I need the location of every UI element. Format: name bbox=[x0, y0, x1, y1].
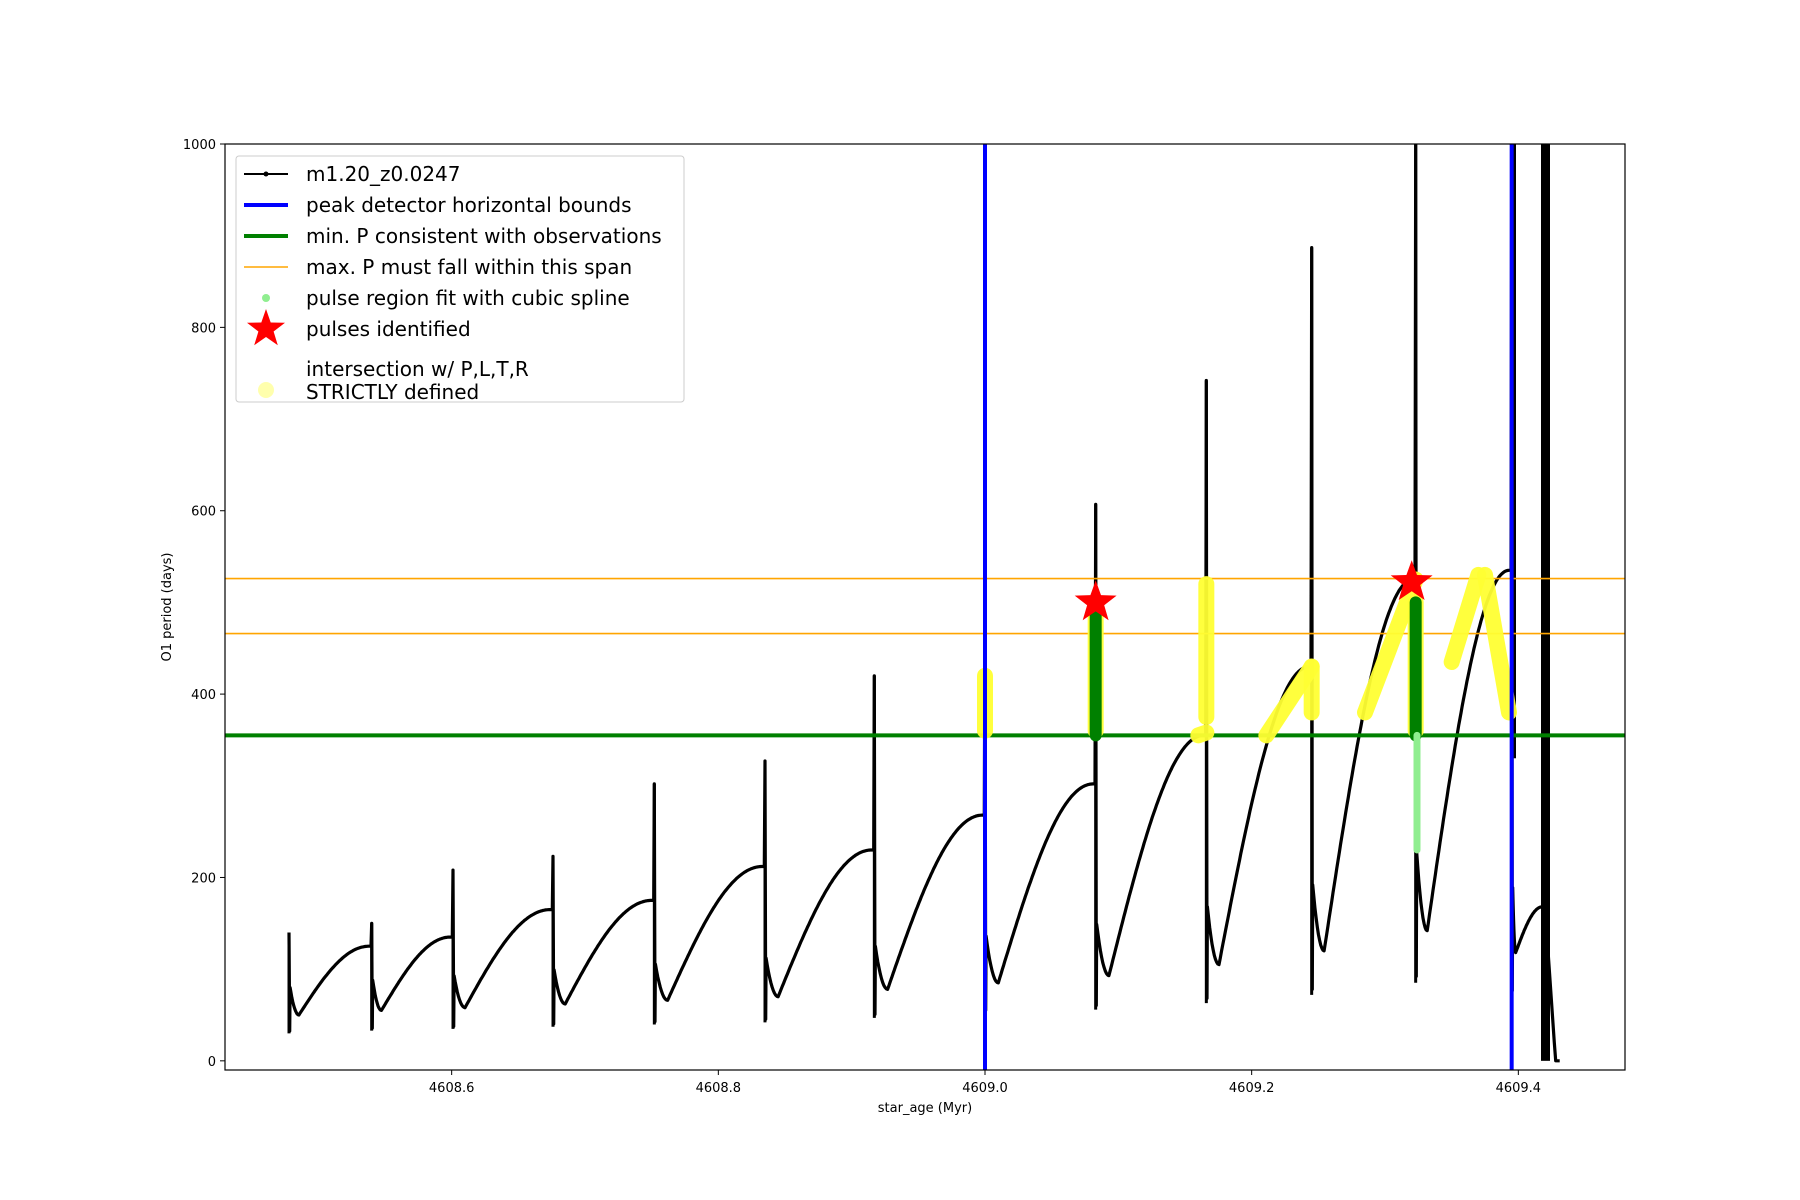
legend-label-line: pulse region fit with cubic spline bbox=[306, 286, 630, 310]
y-tick-label: 1000 bbox=[183, 138, 216, 153]
series-line bbox=[287, 144, 1560, 1063]
legend-label: m1.20_z0.0247 bbox=[306, 162, 461, 186]
x-tick-label: 4609.2 bbox=[1229, 1081, 1275, 1096]
y-tick-label: 800 bbox=[191, 321, 216, 336]
intersection-segment bbox=[1357, 571, 1424, 721]
legend-frame bbox=[235, 155, 685, 403]
pulse-star bbox=[1074, 580, 1117, 621]
legend-label: intersection w/ P,L,T,R STRICTLY defined bbox=[306, 357, 529, 404]
x-axis: 4608.6 4608.8 4609.0 4609.2 4609.4 bbox=[429, 1070, 1541, 1096]
x-tick-label: 4608.8 bbox=[696, 1081, 742, 1096]
legend-label: min. P consistent with observations bbox=[306, 224, 662, 248]
intersection-segment bbox=[1477, 566, 1517, 721]
legend-label-line: pulses identified bbox=[306, 317, 471, 341]
legend-label-line: STRICTLY defined bbox=[306, 380, 479, 404]
y-tick-label: 200 bbox=[191, 871, 216, 886]
y-axis-label: O1 period (days) bbox=[160, 552, 175, 661]
legend-marker bbox=[263, 171, 269, 177]
legend-handle bbox=[247, 309, 285, 346]
legend-handle bbox=[258, 382, 274, 398]
y-tick-label: 400 bbox=[191, 688, 216, 703]
x-axis-label: star_age (Myr) bbox=[878, 1101, 972, 1116]
y-tick-label: 0 bbox=[208, 1055, 216, 1070]
legend-label-line: peak detector horizontal bounds bbox=[306, 193, 632, 217]
legend-handle bbox=[262, 294, 270, 302]
data-layer bbox=[225, 144, 1625, 1070]
legend-label: peak detector horizontal bounds bbox=[306, 193, 632, 217]
legend-label: pulse region fit with cubic spline bbox=[306, 286, 630, 310]
plot-frame bbox=[224, 143, 1626, 1071]
legend-label: max. P must fall within this span bbox=[306, 255, 632, 279]
legend-label-line: min. P consistent with observations bbox=[306, 224, 662, 248]
pulse-star bbox=[1390, 560, 1433, 600]
legend-label: pulses identified bbox=[306, 317, 471, 341]
x-tick-label: 4609.4 bbox=[1496, 1081, 1542, 1096]
intersection-segment bbox=[1443, 566, 1487, 671]
legend-label-line: intersection w/ P,L,T,R bbox=[306, 357, 529, 381]
y-tick-label: 600 bbox=[191, 505, 216, 520]
intersection-segment bbox=[1190, 724, 1215, 744]
legend-label-line: m1.20_z0.0247 bbox=[306, 162, 461, 186]
x-tick-label: 4609.0 bbox=[962, 1081, 1008, 1096]
y-axis: 0 200 400 600 800 1000 bbox=[183, 138, 225, 1070]
legend-label-line: max. P must fall within this span bbox=[306, 255, 632, 279]
dense-band bbox=[1541, 144, 1550, 1061]
x-tick-label: 4608.6 bbox=[429, 1081, 475, 1096]
